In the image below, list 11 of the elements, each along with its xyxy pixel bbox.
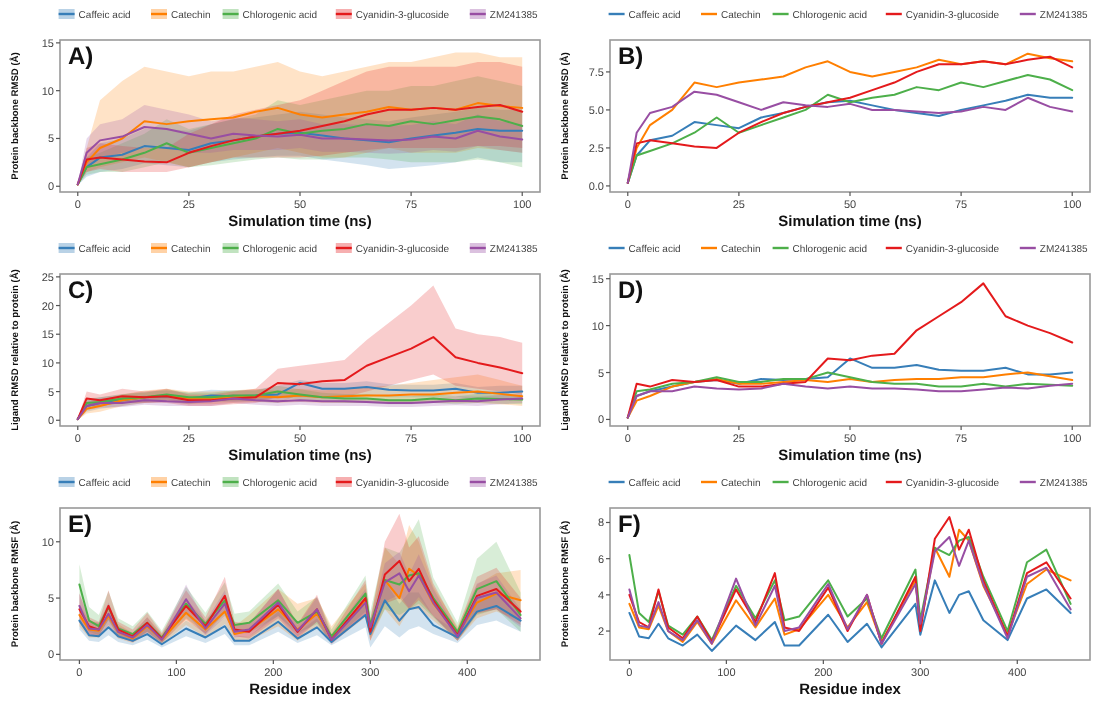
line-series <box>76 336 524 421</box>
chart-title: E) <box>68 510 93 538</box>
chart-title: C) <box>68 276 94 304</box>
line-series <box>78 599 522 646</box>
chart-title: B) <box>618 42 644 70</box>
chart-title: F) <box>618 510 641 538</box>
chart-title: D) <box>618 276 644 304</box>
chart-title: A) <box>68 42 94 70</box>
line-series <box>628 579 1072 652</box>
line-series <box>626 371 1074 419</box>
line-series <box>626 382 1074 419</box>
